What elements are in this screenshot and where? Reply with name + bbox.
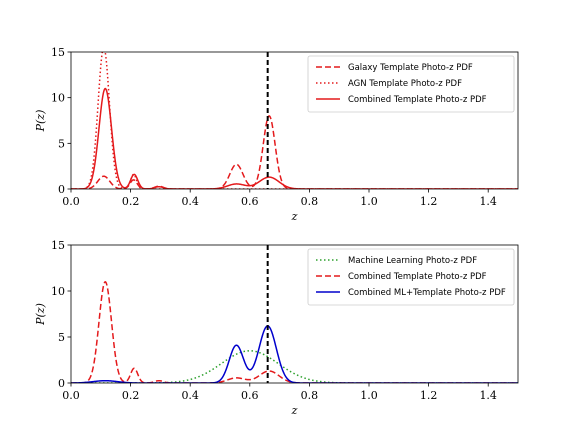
x-tick-label: 0.2 [122, 389, 140, 402]
x-tick-label: 1.4 [479, 195, 497, 208]
legend-label-2: Combined ML+Template Photo-z PDF [348, 288, 506, 298]
x-axis-title: z [291, 404, 298, 417]
x-tick-label: 0.0 [62, 389, 80, 402]
x-tick-label: 1.4 [479, 389, 497, 402]
y-tick-label: 5 [58, 137, 65, 150]
x-tick-label: 1.2 [420, 389, 438, 402]
y-axis-title: P(z) [34, 303, 47, 326]
x-tick-label: 1.0 [360, 389, 378, 402]
y-tick-label: 0 [58, 377, 65, 390]
y-tick-label: 10 [51, 92, 65, 105]
bottom-panel: 0.0 0.2 0.4 0.6 0.8 1.0 1.2 1.4 0 5 10 15 z P(z) Machi… [34, 239, 519, 417]
series-line-0 [71, 350, 518, 383]
legend-label-0: Galaxy Template Photo-z PDF [348, 63, 473, 73]
y-tick-label: 5 [58, 331, 65, 344]
y-tick-label: 15 [51, 46, 65, 59]
y-tick-label: 0 [58, 183, 65, 196]
x-tick-label: 0.6 [241, 389, 259, 402]
legend: Galaxy Template Photo-z PDF AGN Template … [307, 55, 515, 113]
series-line-0 [71, 115, 518, 189]
x-tick-label: 1.0 [360, 195, 378, 208]
legend-box [307, 55, 515, 113]
x-tick-label: 0.2 [122, 195, 140, 208]
y-axis-title: P(z) [34, 110, 47, 133]
axes-frame [70, 244, 519, 384]
axes-frame [70, 51, 519, 190]
top-panel: 0.0 0.2 0.4 0.6 0.8 1.0 1.2 1.4 0 5 10 15 z P(z) Galax… [34, 46, 519, 223]
x-tick-label: 0.0 [62, 195, 80, 208]
x-tick-label: 0.4 [181, 195, 199, 208]
x-tick-label: 0.8 [301, 389, 319, 402]
y-tick-label: 10 [51, 285, 65, 298]
legend-label-1: Combined Template Photo-z PDF [348, 272, 487, 282]
legend-box [307, 248, 515, 306]
legend-label-1: AGN Template Photo-z PDF [348, 79, 462, 89]
x-axis-title: z [291, 210, 298, 223]
legend: Machine Learning Photo-z PDF Combined Tem… [307, 248, 515, 306]
x-tick-label: 0.6 [241, 195, 259, 208]
x-tick-label: 0.4 [181, 389, 199, 402]
legend-label-0: Machine Learning Photo-z PDF [348, 256, 477, 266]
x-tick-label: 0.8 [301, 195, 319, 208]
y-tick-label: 15 [51, 239, 65, 252]
x-tick-label: 1.2 [420, 195, 438, 208]
legend-label-2: Combined Template Photo-z PDF [348, 95, 487, 105]
